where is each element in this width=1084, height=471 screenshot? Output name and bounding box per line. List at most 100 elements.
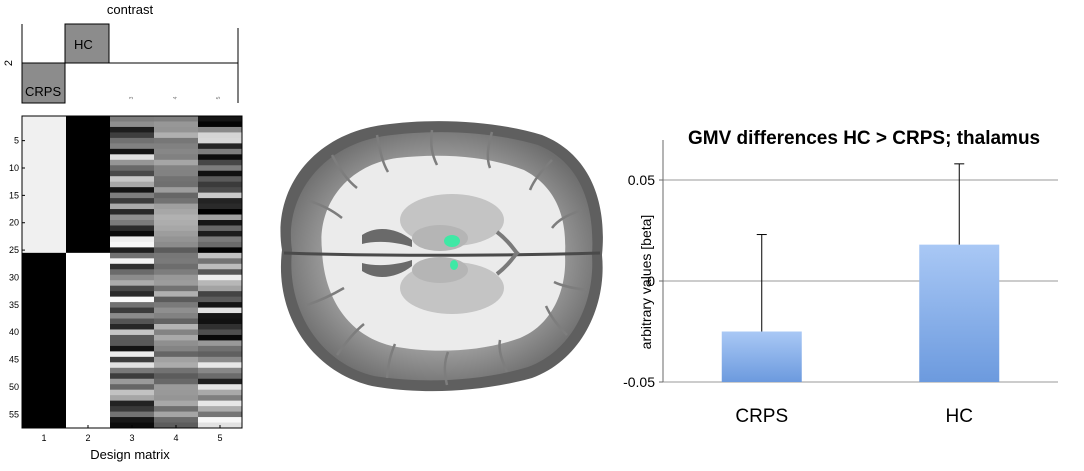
- design-matrix-cell: [22, 406, 67, 413]
- design-matrix-cell: [198, 417, 243, 424]
- design-matrix-cell: [154, 132, 199, 139]
- design-matrix-cell: [198, 203, 243, 210]
- design-matrix-cell: [22, 241, 67, 248]
- dm-y-tick-label: 15: [9, 190, 19, 200]
- design-matrix-cell: [110, 334, 155, 341]
- design-matrix-cell: [66, 252, 111, 259]
- design-matrix-cell: [66, 148, 111, 155]
- design-matrix-cell: [22, 302, 67, 309]
- design-matrix-cell: [110, 181, 155, 188]
- design-matrix-cell: [154, 302, 199, 309]
- design-matrix-cell: [66, 198, 111, 205]
- design-matrix-cell: [110, 378, 155, 385]
- design-matrix-cell: [198, 406, 243, 413]
- design-matrix-cell: [22, 334, 67, 341]
- design-matrix-cell: [22, 269, 67, 276]
- design-matrix-cell: [154, 203, 199, 210]
- design-matrix-cell: [110, 252, 155, 259]
- design-matrix-cell: [66, 274, 111, 281]
- design-matrix-cell: [198, 209, 243, 216]
- interhemispheric-fissure: [283, 251, 601, 257]
- design-matrix-cell: [110, 417, 155, 424]
- design-matrix-y-ticks: 5 10 15 20 25 30 35 40 45 50 55: [9, 136, 25, 419]
- design-matrix-cell: [198, 373, 243, 380]
- design-matrix-cell: [22, 252, 67, 259]
- design-matrix-cell: [110, 345, 155, 352]
- design-matrix-cell: [22, 187, 67, 194]
- design-matrix-cell: [66, 137, 111, 144]
- design-matrix-cell: [198, 236, 243, 243]
- design-matrix-cell: [154, 220, 199, 226]
- design-matrix-cell: [110, 280, 155, 287]
- design-matrix-cell: [22, 214, 67, 221]
- contrast-y-tick: 2: [3, 60, 15, 66]
- design-matrix-cell: [110, 384, 155, 391]
- design-matrix-cell: [22, 367, 67, 374]
- design-matrix-cell: [110, 198, 155, 205]
- design-matrix-cell: [22, 203, 67, 210]
- design-matrix-cell: [198, 247, 243, 254]
- design-matrix-cell: [110, 269, 155, 276]
- design-matrix-cell: [198, 280, 243, 287]
- design-matrix-cell: [198, 154, 243, 161]
- design-matrix-cell: [154, 334, 199, 341]
- thalamus-cluster-highlight-small: [450, 260, 458, 270]
- chart-bar-hc: [919, 244, 1000, 382]
- design-matrix-cell: [66, 291, 111, 298]
- design-matrix-cell: [110, 356, 155, 363]
- design-matrix-cell: [110, 263, 155, 270]
- chart-y-tick-label: 0: [647, 273, 655, 289]
- thalamus-cluster-highlight: [444, 235, 460, 247]
- design-matrix-cell: [198, 148, 243, 155]
- design-matrix-cell: [22, 247, 67, 254]
- design-matrix-cell: [22, 274, 67, 281]
- design-matrix-cell: [22, 126, 67, 133]
- design-matrix-cell: [154, 373, 199, 380]
- dm-y-tick-label: 5: [14, 136, 19, 146]
- design-matrix-cell: [110, 159, 155, 166]
- design-matrix-cell: [110, 389, 155, 396]
- design-matrix-cell: [198, 220, 243, 226]
- design-matrix-cell: [110, 247, 155, 254]
- design-matrix-cell: [154, 296, 199, 303]
- design-matrix-cell: [154, 187, 199, 194]
- design-matrix-cell: [198, 367, 243, 374]
- design-matrix-cell: [110, 192, 155, 199]
- design-matrix-cell: [66, 378, 111, 385]
- design-matrix-cell: [22, 159, 67, 166]
- design-matrix-cell: [110, 367, 155, 374]
- contrast-label-hc: HC: [74, 37, 93, 52]
- design-matrix-cell: [22, 373, 67, 380]
- design-matrix-cell: [154, 362, 199, 369]
- design-matrix-cell: [154, 258, 199, 265]
- design-matrix-cell: [154, 241, 199, 248]
- design-matrix-cell: [154, 269, 199, 276]
- design-matrix-cell: [110, 214, 155, 221]
- design-matrix-cell: [22, 258, 67, 265]
- design-matrix-panel: contrast 2 CRPS HC 3 4 5 5 10 15 20 25 30 35 40…: [0, 0, 250, 466]
- design-matrix-cell: [66, 389, 111, 396]
- design-matrix-cell: [198, 159, 243, 166]
- design-matrix-cell: [198, 362, 243, 369]
- design-matrix-cell: [198, 329, 243, 336]
- design-matrix-cell: [154, 285, 199, 292]
- design-matrix-cell: [66, 170, 111, 177]
- design-matrix-cell: [66, 225, 111, 232]
- design-matrix-cell: [110, 225, 155, 232]
- design-matrix-cell: [154, 378, 199, 385]
- design-matrix-cell: [154, 406, 199, 413]
- design-matrix-cell: [154, 411, 199, 418]
- design-matrix-cell: [198, 121, 243, 128]
- design-matrix-cell: [22, 236, 67, 243]
- contrast-title: contrast: [107, 2, 154, 17]
- design-matrix-cell: [198, 318, 243, 325]
- design-matrix-cell: [66, 203, 111, 210]
- design-matrix-cell: [154, 154, 199, 161]
- design-matrix-cell: [198, 132, 243, 139]
- design-matrix-cell: [154, 230, 199, 237]
- design-matrix-cell: [66, 165, 111, 172]
- design-matrix-cell: [154, 176, 199, 183]
- design-matrix-cell: [110, 291, 155, 298]
- design-matrix-cell: [110, 324, 155, 330]
- design-matrix-cell: [198, 143, 243, 150]
